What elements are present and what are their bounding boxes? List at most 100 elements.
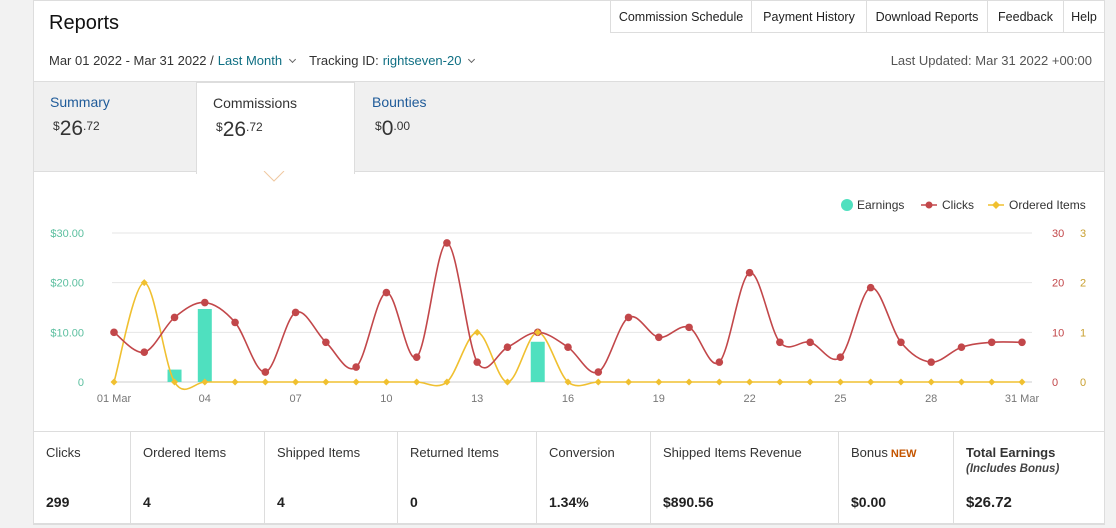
point-clicks xyxy=(412,353,421,361)
y-tick-label-right: 20 xyxy=(1052,278,1064,290)
point-ordered-items xyxy=(897,378,905,386)
point-ordered-items xyxy=(927,378,935,386)
point-clicks xyxy=(322,338,330,347)
metric-value: $0.00 xyxy=(851,494,887,510)
new-badge: NEW xyxy=(890,448,917,460)
point-ordered-items xyxy=(352,378,360,386)
point-clicks xyxy=(443,239,451,247)
legend-marker xyxy=(841,199,853,211)
legend-marker xyxy=(925,201,933,209)
metric-conversion: Conversion 1.34% xyxy=(537,432,651,524)
x-tick-label: 28 xyxy=(925,393,937,405)
point-ordered-items xyxy=(655,378,663,386)
period-dropdown[interactable]: Last Month xyxy=(217,53,283,68)
metric-value: $26.72 xyxy=(966,494,1012,511)
metric-value: $890.56 xyxy=(663,494,714,510)
point-clicks xyxy=(745,268,754,277)
point-ordered-items xyxy=(1018,378,1026,386)
commission-schedule-button[interactable]: Commission Schedule xyxy=(610,0,752,33)
point-clicks xyxy=(1018,338,1026,347)
bar-earnings xyxy=(530,341,545,382)
legend-marker xyxy=(992,201,1000,209)
metric-returned-items: Returned Items 0 xyxy=(398,432,537,524)
tab-bounties[interactable]: Bounties $0.00 xyxy=(356,82,516,174)
point-clicks xyxy=(473,358,482,366)
feedback-button[interactable]: Feedback xyxy=(987,0,1064,33)
tab-pointer-icon xyxy=(263,171,285,182)
metric-label: Total Earnings xyxy=(966,445,1056,460)
point-clicks xyxy=(140,348,149,356)
metric-shipped-revenue: Shipped Items Revenue $890.56 xyxy=(651,432,839,524)
point-ordered-items xyxy=(836,378,844,386)
top-nav: Commission Schedule Payment History Down… xyxy=(610,0,1105,33)
metric-value: 0 xyxy=(410,494,418,510)
metric-sublabel: (Includes Bonus) xyxy=(966,463,1060,475)
point-clicks xyxy=(291,308,300,317)
point-clicks xyxy=(715,358,724,366)
tracking-id-dropdown[interactable]: rightseven-20 xyxy=(382,53,462,68)
point-clicks xyxy=(957,343,966,352)
line-ordered-items xyxy=(113,281,1022,391)
metric-total-earnings: Total Earnings (Includes Bonus) $26.72 xyxy=(954,432,1104,524)
chevron-down-icon[interactable] xyxy=(468,55,476,63)
point-clicks xyxy=(655,333,663,342)
point-clicks xyxy=(201,298,209,307)
point-ordered-items xyxy=(715,378,723,386)
y-tick-label-right2: 3 xyxy=(1080,228,1086,240)
y-tick-label-right: 30 xyxy=(1052,228,1064,240)
point-clicks xyxy=(261,368,270,376)
point-clicks xyxy=(564,343,572,352)
help-button[interactable]: Help xyxy=(1063,0,1105,33)
metrics-bar: Clicks 299 Ordered Items 4 Shipped Items… xyxy=(33,431,1105,525)
point-clicks xyxy=(624,313,633,322)
point-clicks xyxy=(352,363,360,371)
point-ordered-items xyxy=(806,378,814,386)
point-ordered-items xyxy=(140,279,148,287)
point-ordered-items xyxy=(776,378,784,386)
point-ordered-items xyxy=(473,328,481,336)
tracking-id-label: Tracking ID: xyxy=(309,53,379,68)
x-tick-label: 04 xyxy=(199,393,211,405)
point-ordered-items xyxy=(201,378,209,386)
point-clicks xyxy=(927,358,935,366)
reports-card: Reports Commission Schedule Payment Hist… xyxy=(33,0,1105,525)
date-range: Mar 01 2022 - Mar 31 2022 / xyxy=(49,53,214,68)
point-clicks xyxy=(110,328,118,337)
point-clicks xyxy=(776,338,784,347)
point-clicks xyxy=(231,318,239,327)
y-tick-label-left: $30.00 xyxy=(50,228,84,240)
page-title: Reports xyxy=(49,12,120,34)
x-tick-label: 07 xyxy=(289,393,301,405)
line-clicks xyxy=(113,242,1023,374)
y-tick-label-left: $10.00 xyxy=(50,327,84,339)
download-reports-button[interactable]: Download Reports xyxy=(866,0,988,33)
tab-summary-label: Summary xyxy=(50,94,110,110)
metric-value: 4 xyxy=(277,494,285,510)
tab-summary[interactable]: Summary $26.72 xyxy=(34,82,196,174)
metric-label: Ordered Items xyxy=(143,445,227,460)
point-ordered-items xyxy=(957,378,965,386)
point-ordered-items xyxy=(443,378,451,386)
metric-label: Bonus NEW xyxy=(851,445,917,460)
earnings-chart: 0 0 0 $10.00 10 1 $20.00 20 2 $30.00 30 3 01 Mar 04 07… xyxy=(50,198,1086,405)
point-clicks xyxy=(987,338,996,347)
tab-commissions[interactable]: Commissions $26.72 xyxy=(196,82,355,174)
payment-history-button[interactable]: Payment History xyxy=(751,0,867,33)
metric-label: Shipped Items Revenue xyxy=(663,445,802,460)
x-tick-label: 19 xyxy=(653,393,665,405)
report-tabs: Summary $26.72 Commissions $26.72 Bounti… xyxy=(34,81,1104,174)
point-ordered-items xyxy=(867,378,875,386)
summary-amount: $26.72 xyxy=(53,117,100,140)
metric-ordered-items: Ordered Items 4 xyxy=(131,432,265,524)
y-tick-label-right: 10 xyxy=(1052,327,1064,339)
legend-label: Clicks xyxy=(942,198,974,212)
filter-row: Mar 01 2022 - Mar 31 2022 / Last Month T… xyxy=(49,53,1092,68)
x-tick-label: 25 xyxy=(834,393,846,405)
y-tick-label-right: 0 xyxy=(1052,377,1058,389)
y-tick-label-right2: 1 xyxy=(1080,327,1086,339)
point-clicks xyxy=(897,338,905,347)
point-ordered-items xyxy=(534,328,542,336)
point-ordered-items xyxy=(382,378,390,386)
chevron-down-icon[interactable] xyxy=(289,55,297,63)
point-clicks xyxy=(806,338,814,347)
